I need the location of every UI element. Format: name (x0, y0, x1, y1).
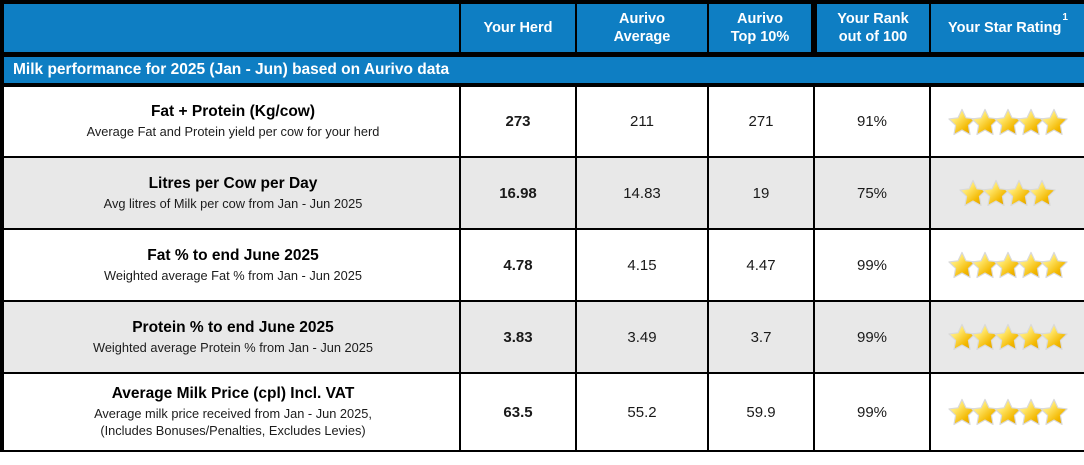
rank-value: 99% (813, 372, 931, 452)
metric-title: Fat + Protein (Kg/cow) (150, 103, 316, 121)
rank-value: 99% (813, 228, 931, 302)
metric-title: Fat % to end June 2025 (147, 246, 319, 264)
aurivo-average-value: 55.2 (575, 372, 709, 452)
header-star-rating-label: Your Star Rating (948, 19, 1062, 36)
metric-cell: Average Milk Price (cpl) Incl. VAT Avera… (1, 372, 461, 452)
metric-cell: Protein % to end June 2025 Weighted aver… (1, 300, 461, 374)
star-rating-cell (929, 156, 1084, 230)
star-rating-cell (929, 372, 1084, 452)
star-icon (1028, 179, 1056, 207)
star-rating-icons (935, 323, 1080, 351)
your-herd-value: 16.98 (459, 156, 577, 230)
metric-title: Average Milk Price (cpl) Incl. VAT (111, 385, 355, 403)
star-rating-cell (929, 228, 1084, 302)
aurivo-top10-value: 19 (707, 156, 815, 230)
your-herd-value: 273 (459, 84, 577, 158)
star-rating-icons (935, 398, 1080, 426)
header-aurivo-average: Aurivo Average (575, 1, 709, 57)
star-rating-icons (935, 251, 1080, 279)
aurivo-top10-value: 59.9 (707, 372, 815, 452)
table-row: Protein % to end June 2025 Weighted aver… (1, 300, 1084, 374)
star-rating-icons (935, 179, 1080, 207)
star-rating-icons (935, 108, 1080, 136)
star-rating-cell (929, 300, 1084, 374)
table-header-row: Your Herd Aurivo Average Aurivo Top 10% … (1, 1, 1084, 57)
table-row: Fat % to end June 2025 Weighted average … (1, 228, 1084, 302)
aurivo-average-value: 3.49 (575, 300, 709, 374)
metric-title: Protein % to end June 2025 (132, 318, 334, 336)
your-herd-value: 4.78 (459, 228, 577, 302)
star-rating-footnote-marker: 1 (1062, 11, 1068, 23)
table-row: Average Milk Price (cpl) Incl. VAT Avera… (1, 372, 1084, 452)
metric-cell: Fat % to end June 2025 Weighted average … (1, 228, 461, 302)
aurivo-top10-value: 4.47 (707, 228, 815, 302)
header-star-rating: Your Star Rating1 (929, 1, 1084, 57)
star-icon (1039, 398, 1068, 426)
rank-value: 75% (813, 156, 931, 230)
rank-value: 91% (813, 84, 931, 158)
aurivo-average-value: 4.15 (575, 228, 709, 302)
table-row: Litres per Cow per Day Avg litres of Mil… (1, 156, 1084, 230)
metric-cell: Litres per Cow per Day Avg litres of Mil… (1, 156, 461, 230)
metric-description: Avg litres of Milk per cow from Jan - Ju… (103, 195, 363, 211)
metric-description: Weighted average Fat % from Jan - Jun 20… (104, 267, 362, 283)
aurivo-top10-value: 3.7 (707, 300, 815, 374)
metric-description: Average milk price received from Jan - J… (94, 406, 372, 438)
aurivo-average-value: 14.83 (575, 156, 709, 230)
metric-description: Weighted average Protein % from Jan - Ju… (92, 339, 374, 355)
aurivo-top10-value: 271 (707, 84, 815, 158)
metric-description: Average Fat and Protein yield per cow fo… (86, 124, 380, 140)
header-your-rank: Your Rank out of 100 (811, 1, 931, 57)
rank-value: 99% (813, 300, 931, 374)
star-rating-cell (929, 84, 1084, 158)
star-icon (1039, 251, 1068, 279)
performance-table: Your Herd Aurivo Average Aurivo Top 10% … (0, 0, 1084, 452)
section-banner-row: Milk performance for 2025 (Jan - Jun) ba… (2, 54, 1084, 87)
table-row: Fat + Protein (Kg/cow) Average Fat and P… (1, 84, 1084, 158)
header-your-herd: Your Herd (459, 1, 577, 57)
header-aurivo-top10: Aurivo Top 10% (707, 1, 815, 57)
star-icon (1039, 108, 1068, 135)
metric-cell: Fat + Protein (Kg/cow) Average Fat and P… (1, 84, 461, 158)
section-banner: Milk performance for 2025 (Jan - Jun) ba… (2, 54, 1084, 87)
star-icon (1039, 323, 1068, 351)
aurivo-average-value: 211 (575, 84, 709, 158)
your-herd-value: 63.5 (459, 372, 577, 452)
metric-title: Litres per Cow per Day (148, 174, 318, 192)
your-herd-value: 3.83 (459, 300, 577, 374)
header-blank-cell (1, 1, 461, 57)
